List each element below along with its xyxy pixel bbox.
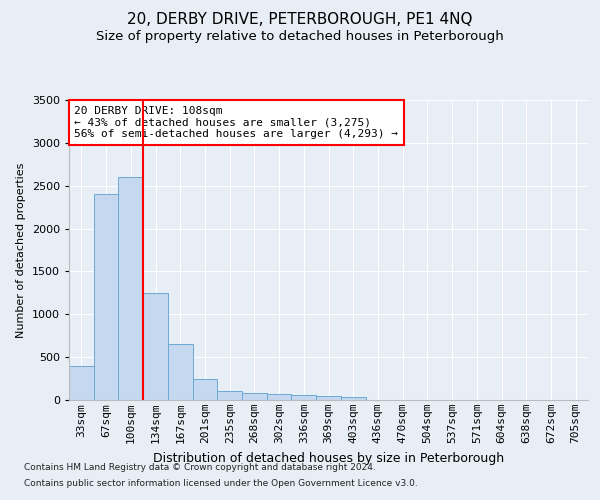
Text: Size of property relative to detached houses in Peterborough: Size of property relative to detached ho… <box>96 30 504 43</box>
Y-axis label: Number of detached properties: Number of detached properties <box>16 162 26 338</box>
Bar <box>69 366 94 400</box>
Bar <box>143 293 168 400</box>
Text: Contains HM Land Registry data © Crown copyright and database right 2024.: Contains HM Land Registry data © Crown c… <box>24 464 376 472</box>
Bar <box>341 398 365 400</box>
Bar <box>217 390 242 400</box>
Bar <box>94 194 118 400</box>
Text: Contains public sector information licensed under the Open Government Licence v3: Contains public sector information licen… <box>24 478 418 488</box>
Text: 20 DERBY DRIVE: 108sqm
← 43% of detached houses are smaller (3,275)
56% of semi-: 20 DERBY DRIVE: 108sqm ← 43% of detached… <box>74 106 398 139</box>
Bar <box>193 378 217 400</box>
X-axis label: Distribution of detached houses by size in Peterborough: Distribution of detached houses by size … <box>153 452 504 464</box>
Bar <box>316 396 341 400</box>
Bar <box>292 396 316 400</box>
Bar <box>168 344 193 400</box>
Text: 20, DERBY DRIVE, PETERBOROUGH, PE1 4NQ: 20, DERBY DRIVE, PETERBOROUGH, PE1 4NQ <box>127 12 473 28</box>
Bar <box>267 394 292 400</box>
Bar <box>118 177 143 400</box>
Bar <box>242 393 267 400</box>
